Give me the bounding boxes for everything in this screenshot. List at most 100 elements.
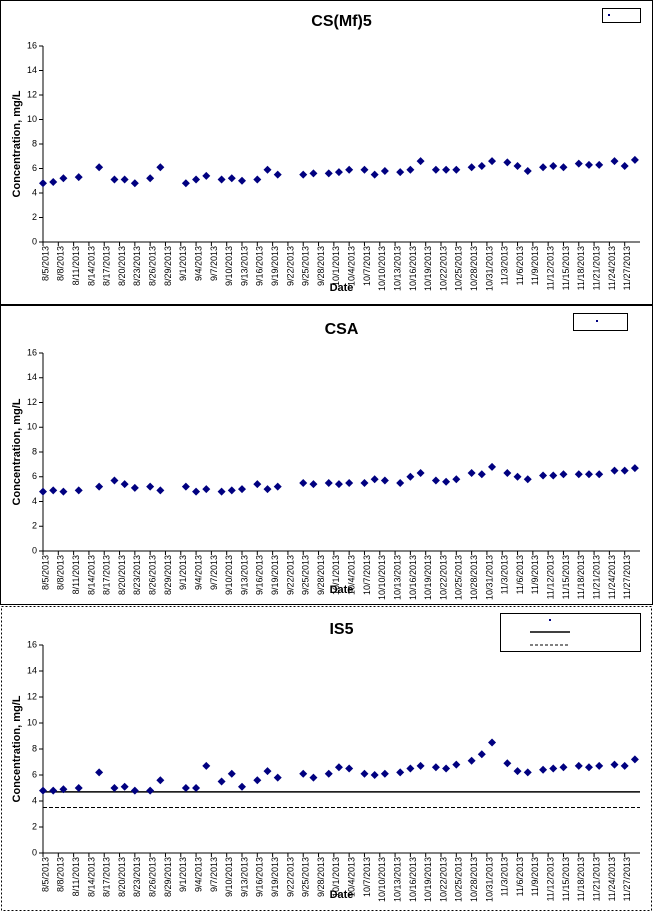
- x-tick-label: 10/13/2013: [392, 857, 402, 902]
- legend-box: [602, 8, 641, 23]
- x-tick-label: 9/22/2013: [285, 555, 295, 595]
- point: [238, 485, 246, 494]
- point: [217, 777, 226, 786]
- x-tick-label: 11/18/2013: [576, 246, 586, 290]
- x-tick-label: 10/10/2013: [377, 857, 387, 902]
- x-tick-label: 10/19/2013: [423, 246, 433, 291]
- point: [49, 177, 58, 186]
- point: [406, 764, 415, 773]
- x-tick-label: 9/13/2013: [239, 246, 249, 286]
- x-tick-label: 10/19/2013: [423, 555, 433, 600]
- x-tick-label: 9/4/2013: [193, 246, 203, 281]
- x-tick-label: 9/19/2013: [270, 555, 280, 595]
- y-tick-label: 6: [32, 471, 37, 481]
- x-tick-label: 11/9/2013: [530, 246, 540, 285]
- x-tick-label: 8/23/2013: [132, 246, 142, 286]
- x-tick-label: 9/7/2013: [209, 555, 219, 590]
- point: [95, 482, 104, 491]
- point: [95, 768, 104, 777]
- x-tick-label: 11/6/2013: [515, 555, 525, 594]
- x-tick-label: 8/29/2013: [163, 246, 173, 286]
- point: [156, 163, 165, 172]
- x-tick-label: 9/16/2013: [255, 857, 265, 897]
- point: [74, 173, 83, 182]
- point: [39, 487, 47, 496]
- point: [416, 157, 425, 166]
- y-tick-label: 14: [27, 372, 37, 382]
- x-tick-label: 9/28/2013: [316, 555, 326, 595]
- point: [309, 773, 318, 782]
- x-tick-label: 10/7/2013: [362, 246, 372, 286]
- point: [146, 786, 155, 795]
- point: [120, 480, 129, 489]
- x-tick-label: 11/12/2013: [546, 246, 556, 290]
- x-tick-label: 9/22/2013: [285, 857, 295, 897]
- point: [324, 478, 333, 487]
- x-tick-label: 8/20/2013: [117, 246, 127, 286]
- point: [120, 782, 129, 791]
- x-tick-label: 8/11/2013: [71, 857, 81, 896]
- point: [202, 485, 211, 494]
- x-tick-label: 10/31/2013: [484, 555, 494, 600]
- x-tick-label: 9/25/2013: [301, 246, 311, 286]
- point: [539, 471, 548, 480]
- x-tick-label: 8/23/2013: [132, 857, 142, 897]
- point: [217, 175, 226, 184]
- y-axis-title: Concentration, mg/L: [11, 695, 23, 802]
- point: [396, 478, 405, 487]
- x-tick-label: 10/16/2013: [408, 857, 418, 902]
- x-tick-label: 9/10/2013: [224, 246, 234, 286]
- point: [416, 761, 425, 770]
- point: [156, 776, 165, 785]
- x-tick-label: 11/9/2013: [530, 555, 540, 594]
- point: [630, 155, 639, 164]
- legend-box: [573, 313, 628, 331]
- y-tick-label: 12: [27, 691, 37, 701]
- y-axis-title: Concentration, mg/L: [11, 90, 23, 197]
- point: [253, 480, 262, 489]
- point: [513, 162, 522, 171]
- point: [452, 760, 461, 769]
- x-tick-label: 11/6/2013: [515, 246, 525, 285]
- x-tick-label: 9/16/2013: [255, 555, 265, 595]
- point: [192, 784, 201, 792]
- point: [539, 163, 548, 172]
- point: [74, 486, 83, 495]
- point: [467, 163, 476, 172]
- point: [130, 179, 139, 188]
- x-tick-label: 9/1/2013: [178, 555, 188, 590]
- x-tick-label: 10/22/2013: [438, 555, 448, 600]
- panel: [1, 606, 652, 911]
- point: [324, 169, 333, 178]
- point: [431, 763, 440, 772]
- x-tick-label: 9/1/2013: [178, 857, 188, 892]
- point: [263, 165, 272, 174]
- y-tick-label: 2: [32, 521, 37, 531]
- point: [273, 170, 282, 179]
- x-tick-label: 10/1/2013: [331, 555, 341, 595]
- point: [620, 761, 629, 770]
- x-tick-label: 8/23/2013: [132, 555, 142, 595]
- point: [273, 482, 282, 491]
- x-tick-label: 10/25/2013: [454, 246, 464, 291]
- point: [595, 761, 604, 770]
- point: [309, 169, 318, 178]
- x-tick-label: 8/11/2013: [71, 246, 81, 285]
- point: [452, 475, 461, 484]
- x-tick-label: 10/1/2013: [331, 246, 341, 286]
- point: [192, 175, 201, 184]
- x-tick-label: 8/20/2013: [117, 555, 127, 595]
- x-axis-title: Date: [330, 584, 354, 596]
- x-tick-label: 8/8/2013: [56, 555, 66, 590]
- point: [253, 776, 262, 785]
- x-tick-label: 9/16/2013: [255, 246, 265, 286]
- x-tick-label: 8/26/2013: [148, 246, 158, 286]
- point: [95, 163, 104, 172]
- point: [370, 771, 379, 779]
- point: [574, 470, 583, 479]
- y-tick-label: 10: [27, 717, 37, 727]
- point: [477, 470, 486, 479]
- x-tick-label: 11/27/2013: [622, 857, 632, 901]
- x-tick-label: 10/10/2013: [377, 555, 387, 600]
